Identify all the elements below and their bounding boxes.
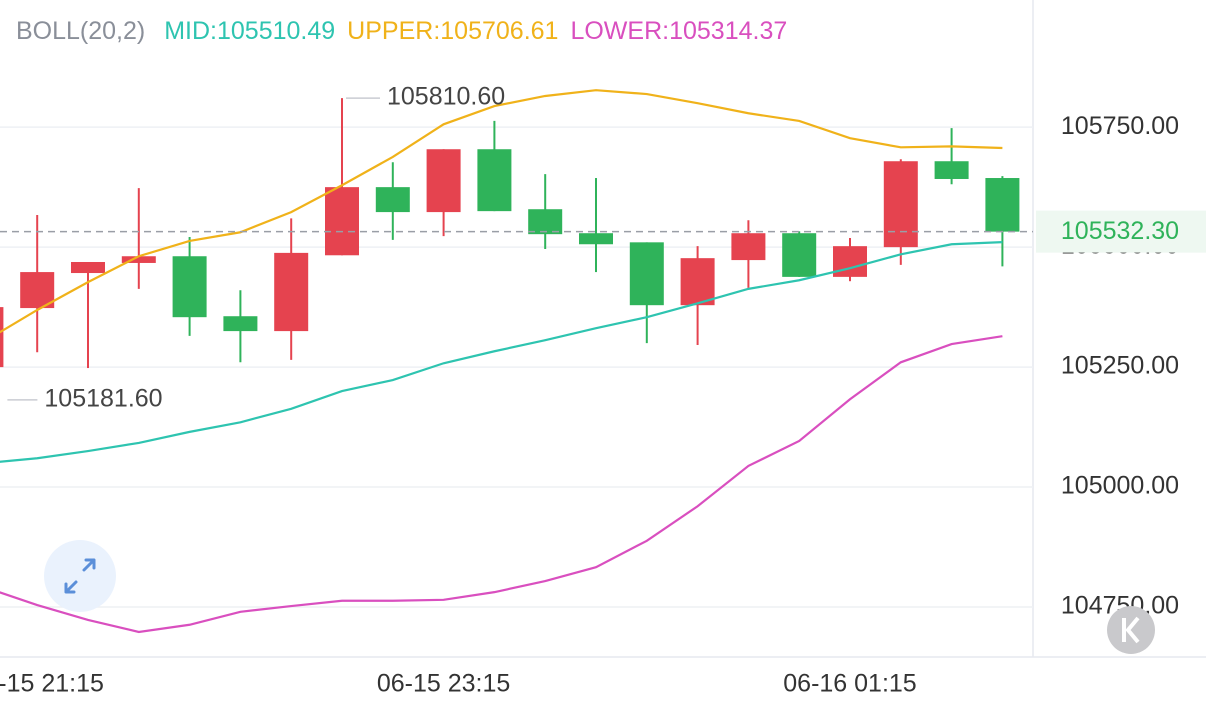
candle-body: [325, 187, 359, 256]
legend-value: 105510.49: [217, 17, 335, 45]
boll-line: [0, 240, 1003, 463]
candle-body: [121, 256, 156, 263]
x-tick-label: 06-15 23:15: [377, 670, 510, 698]
plot-area: [0, 89, 1020, 634]
candle-body: [833, 246, 867, 277]
last-price-label: 105532.30: [1061, 217, 1179, 245]
legend-value: 105314.37: [669, 17, 787, 45]
candle-body: [629, 242, 664, 306]
candle-body: [528, 209, 563, 235]
candle-body: [985, 178, 1020, 232]
boll-line: [0, 335, 1003, 634]
legend-name: UPPER: [347, 17, 433, 45]
legend-name: LOWER: [570, 17, 662, 45]
candle-body: [680, 258, 715, 306]
y-tick-label: 105000.00: [1061, 472, 1179, 500]
legend-separator: :: [433, 17, 440, 45]
last-price-box: [1036, 210, 1206, 253]
legend-separator: :: [210, 17, 217, 45]
candle-body: [172, 256, 207, 318]
candle-body: [477, 149, 512, 212]
candle-body: [274, 252, 309, 332]
candle-body: [934, 161, 969, 179]
expand-button[interactable]: [44, 540, 116, 612]
candle-body: [20, 272, 55, 309]
candle-body: [426, 149, 461, 213]
x-tick-label: 06-16 01:15: [783, 670, 916, 698]
boll-line: [0, 89, 1003, 334]
candle-body: [71, 262, 105, 274]
candle-body: [375, 187, 410, 213]
indicator-label: BOLL(20,2): [16, 17, 145, 45]
overlay: 104750.00105000.00105250.00105500.001057…: [0, 83, 1206, 698]
legend-name: MID: [164, 17, 210, 45]
logo-button[interactable]: [1107, 606, 1155, 654]
legend-value: 105706.61: [440, 17, 558, 45]
y-tick-label: 105750.00: [1061, 112, 1179, 140]
high-label: 105810.60: [387, 83, 505, 111]
low-label: 105181.60: [44, 385, 162, 413]
legend-separator: :: [662, 17, 669, 45]
expand-icon: [64, 558, 96, 594]
x-tick-label: 06-15 21:15: [0, 670, 104, 698]
candle-body: [223, 316, 258, 332]
legend: BOLL(20,2) MID:105510.49 UPPER:105706.61 L…: [16, 17, 787, 45]
candle-body: [782, 233, 817, 277]
candle-body: [731, 233, 766, 261]
candle-body: [0, 307, 4, 368]
y-tick-label: 105250.00: [1061, 352, 1179, 380]
candle-body: [883, 161, 918, 248]
candle-body: [579, 233, 613, 245]
logo-icon: [1122, 616, 1140, 644]
